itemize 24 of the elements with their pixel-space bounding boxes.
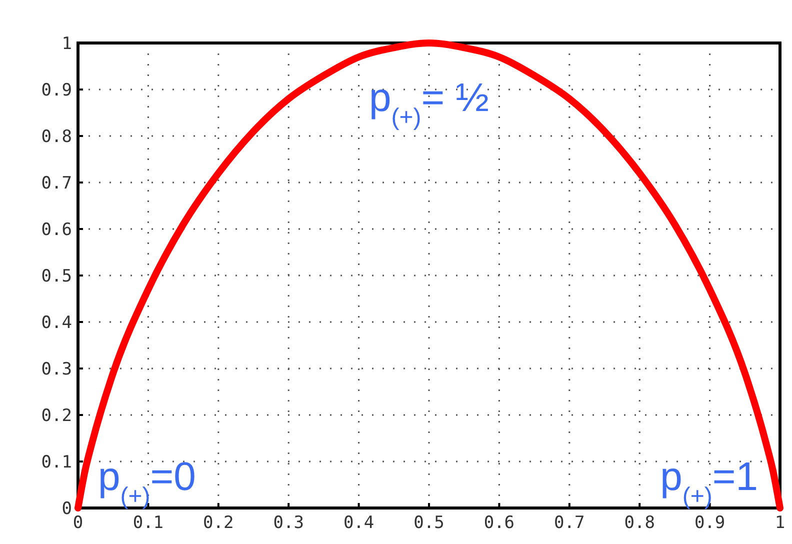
y-tick-label: 1 [62, 34, 72, 54]
x-tick-label: 0.9 [694, 513, 726, 533]
x-tick-label: 0.3 [273, 513, 304, 533]
y-tick-label: 0.1 [41, 452, 72, 472]
x-tick-label: 0.4 [343, 513, 374, 533]
y-tick-label: 0.2 [41, 406, 72, 426]
y-tick-label: 0.5 [41, 266, 72, 286]
x-tick-label: 0.8 [624, 513, 655, 533]
annotation: p$_{(+)}$= ½ [368, 76, 490, 130]
annotation: p$_{(+)}$=1 [660, 455, 758, 510]
y-tick-label: 0.4 [41, 312, 72, 333]
y-tick-label: 0.3 [41, 359, 72, 380]
x-tick-label: 1 [774, 513, 786, 533]
x-tick-label: 0.2 [203, 513, 234, 533]
y-tick-label: 0.9 [41, 80, 72, 100]
x-tick-label: 0.1 [132, 513, 164, 533]
x-tick-label: 0.7 [554, 513, 585, 533]
y-tick-label: 0.7 [41, 173, 72, 194]
annotation: p$_{(+)}$=0 [98, 455, 196, 510]
y-tick-label: 0.8 [41, 126, 72, 147]
y-tick-label: 0.6 [41, 220, 72, 240]
x-tick-label: 0.6 [484, 513, 515, 533]
y-tick-label: 0 [62, 498, 72, 519]
x-tick-label: 0.5 [414, 513, 444, 533]
